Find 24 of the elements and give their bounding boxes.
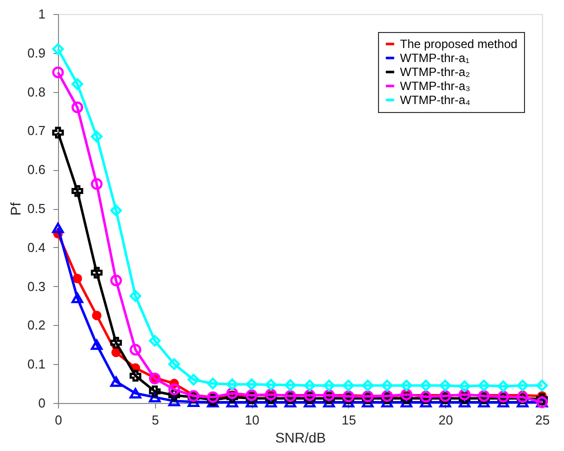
legend-label: WTMP-thr-a₃ — [400, 79, 470, 93]
legend-label: WTMP-thr-a₂ — [400, 65, 470, 79]
y-tick-label: 0.4 — [27, 240, 46, 255]
y-tick-label: 0 — [38, 396, 46, 410]
y-tick-label: 0.1 — [27, 356, 46, 372]
x-tick-label: 5 — [152, 412, 159, 428]
x-tick-label: 25 — [535, 412, 550, 428]
y-axis-title: Pf — [7, 202, 24, 216]
y-tick-label: 0.3 — [27, 278, 46, 294]
x-tick-label: 0 — [54, 412, 62, 428]
legend-label: WTMP-thr-a₁ — [400, 51, 470, 65]
y-tick-label: 0.5 — [27, 201, 46, 216]
legend-label: WTMP-thr-a₄ — [400, 93, 470, 107]
y-tick-label: 0.7 — [27, 123, 46, 138]
x-tick-label: 20 — [438, 412, 453, 428]
y-tick-label: 0.9 — [27, 45, 46, 60]
x-tick-label: 15 — [342, 412, 356, 428]
y-tick-label: 0.8 — [27, 84, 46, 100]
y-tick-label: 0.2 — [27, 318, 46, 333]
legend-label: The proposed method — [400, 37, 518, 51]
x-axis-title: SNR/dB — [275, 430, 326, 446]
x-tick-label: 10 — [244, 412, 260, 428]
y-tick-label: 0.6 — [27, 162, 46, 178]
y-tick-label: 1 — [38, 6, 46, 22]
